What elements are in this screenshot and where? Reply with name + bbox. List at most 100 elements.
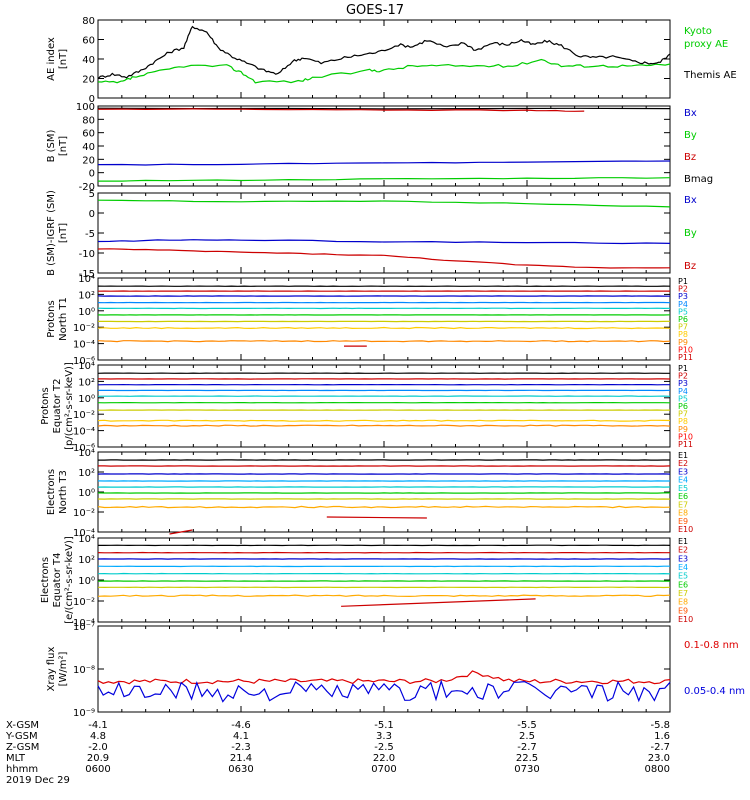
y-axis-label: AE index [46,37,57,81]
panel-xray: 10⁻⁷ 10⁻⁸ 10⁻⁹ Xray flux [W/m²] 0.1-0.8 nm 0.0… [46,622,745,719]
y-tick-label: 10⁻² [73,597,95,608]
legend-entry: By [684,130,697,141]
x-axis-value: 3.3 [376,731,392,742]
x-axis-value: 0600 [85,764,110,775]
x-axis-value: 2.5 [519,731,535,742]
y-axis-label: [p/(cm²-s-sr-keV)] [64,362,75,450]
panel-frame [97,451,671,533]
legend-entry: E1 [678,451,688,460]
legend-entry: E2 [678,459,688,468]
x-axis-value: -4.6 [231,720,251,731]
series-line-by [97,199,671,208]
legend-entry: E7 [678,500,688,509]
legend-entry: E9 [678,517,688,526]
panel-e3: 10⁴ 10² 10⁰ 10⁻² 10⁻⁴ Electrons North T3 E1E2E3… [46,448,693,539]
legend-entry: P9 [678,338,688,347]
y-tick-label: 0 [89,209,95,220]
y-axis-label: Equator T2 [52,379,63,434]
y-axis-label: [W/m²] [58,651,69,686]
y-tick-label: 10⁻² [73,508,95,519]
legend-entry: By [684,228,697,239]
x-axis-value: 21.4 [230,753,252,764]
y-tick-label: 10⁻⁸ [73,665,95,676]
y-axis-label: Protons [46,300,57,337]
legend-entry: Bx [684,195,697,206]
panel-frame [97,364,671,448]
x-axis-value: 4.1 [233,731,249,742]
legend-entry: P11 [678,440,693,449]
legend-entry: proxy AE [684,39,728,50]
x-axis-value: 0700 [371,764,396,775]
legend-entry: P4 [678,300,688,309]
y-tick-label: 10² [78,377,95,388]
series-segment [169,529,193,535]
x-axis-value: 0730 [514,764,539,775]
y-tick-label: 10⁴ [78,448,95,459]
y-tick-label: 0 [89,169,95,180]
series-line-xray-0 [97,670,671,685]
legend-entry: P1 [678,277,688,286]
x-axis-row-label: Z-GSM [6,742,39,753]
y-axis-label: B (SM)-IGRF (SM) [46,190,57,276]
y-tick-label: -15 [79,269,95,280]
panel-frame [97,105,671,187]
legend-entry: Themis AE [683,70,737,81]
series-line-p8 [97,326,671,330]
legend-entry: 0.05-0.4 nm [684,686,745,697]
y-tick-label: 10⁰ [78,394,95,405]
series-line-bx [97,239,671,245]
x-axis-value: 23.0 [648,753,670,764]
legend-entry: E8 [678,509,688,518]
x-axis-row-label: 2019 Dec 29 [6,775,70,786]
legend-entry: P3 [678,292,688,301]
y-tick-label: 10⁴ [78,274,95,285]
legend-entry: P2 [678,285,688,294]
panel-e4: 10⁴ 10² 10⁰ 10⁻² 10⁻⁴ Electrons Equator T4 [e/(… [40,534,693,629]
series-line-by [98,177,671,182]
legend-entry: E3 [678,467,688,476]
series-line-bx [97,160,671,166]
y-tick-label: 80 [82,16,95,27]
y-tick-label: -10 [79,249,95,260]
panel-frame [97,19,671,99]
y-axis-label: Protons [40,387,51,424]
y-tick-label: 10⁰ [78,576,95,587]
y-axis-label: B (SM) [46,129,57,162]
legend-entry: Bz [684,152,696,163]
legend-entry: E10 [678,525,693,534]
y-tick-label: 20 [82,155,95,166]
x-axis-value: -5.5 [517,720,537,731]
y-tick-label: -20 [79,182,95,193]
legend-entry: Kyoto [684,26,712,37]
y-axis-label: [nT] [58,223,69,243]
legend-entry: P3 [678,379,688,388]
series-line-xray-1 [97,679,671,703]
legend-entry: E10 [678,615,693,624]
legend-entry: Bz [684,261,696,272]
y-tick-label: 10⁻⁶ [73,443,95,454]
y-tick-label: 10⁻⁴ [73,618,95,629]
panel-frame [97,277,671,361]
legend-entry: E5 [678,572,688,581]
y-tick-label: 10⁻⁶ [73,356,95,367]
x-axis-value: -2.7 [650,742,670,753]
series-segment [326,516,427,519]
x-axis-value: 1.6 [654,731,670,742]
y-axis-label: North T1 [58,297,69,341]
legend-entry: E8 [678,598,688,607]
legend-entry: E3 [678,554,688,563]
series-line-e8 [97,594,671,598]
legend-entry: E5 [678,484,688,493]
y-tick-label: 5 [89,189,95,200]
y-tick-label: 10⁻⁷ [73,622,95,633]
legend-entry: P2 [678,372,688,381]
series-line-p9 [97,424,671,427]
legend-entry: P8 [678,417,688,426]
y-axis-label: North T3 [58,470,69,514]
y-tick-label: -5 [85,229,95,240]
panel-frame [97,625,671,713]
x-axis-value: -4.1 [88,720,108,731]
panel-p1: 10⁴ 10² 10⁰ 10⁻² 10⁻⁴ 10⁻⁶ Protons North T1 P1P2… [46,274,693,367]
plot-title: GOES-17 [346,3,404,18]
